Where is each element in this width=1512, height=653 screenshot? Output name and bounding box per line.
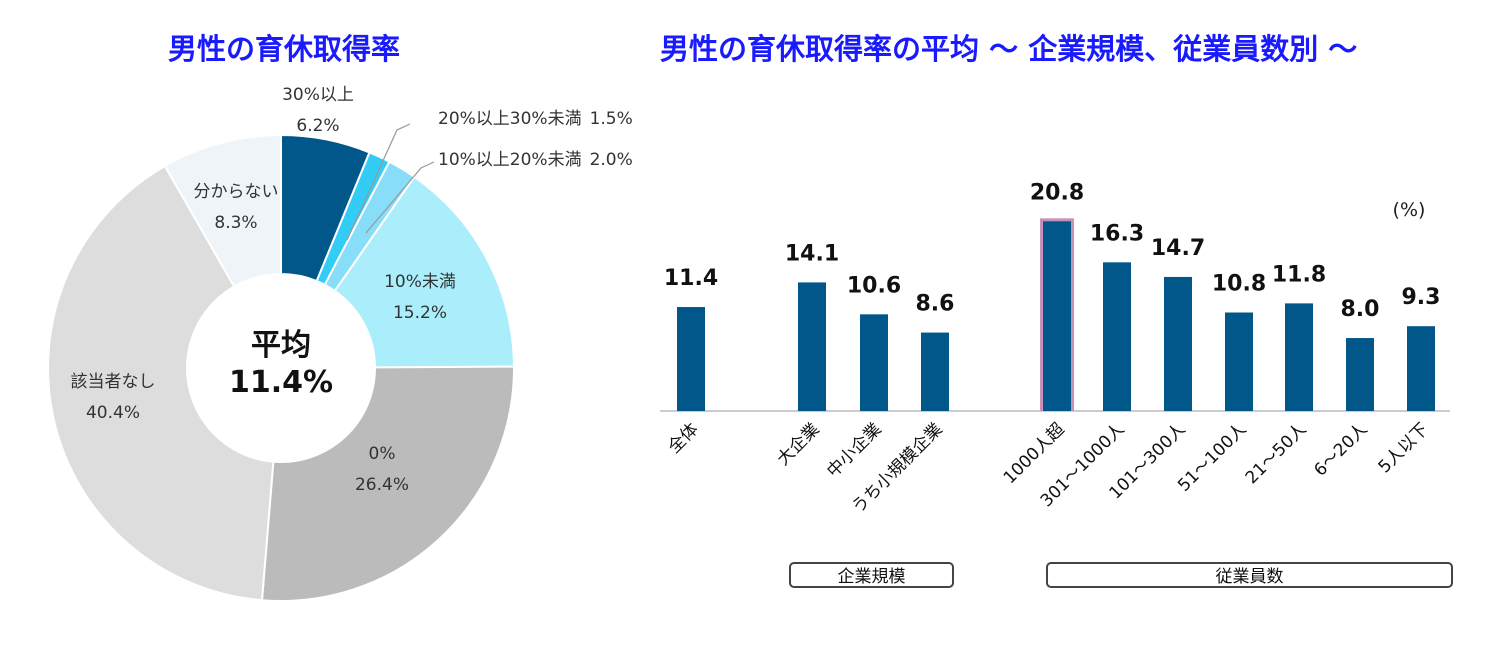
x-tick-label: 5人以下 (1375, 419, 1433, 477)
slice-value-label: 15.2% (393, 303, 447, 323)
bar-value-label: 16.3 (1090, 221, 1144, 246)
slice-name-label: 該当者なし (71, 372, 156, 392)
slice-value-label: 8.3% (214, 213, 257, 233)
callout-line (346, 123, 411, 241)
bar-value-label: 14.7 (1151, 236, 1205, 261)
x-tick-label: 6～20人 (1310, 419, 1371, 480)
unit-label: (%) (1393, 199, 1426, 221)
bar-8 (1225, 312, 1253, 411)
bar-2 (798, 282, 826, 411)
bar-chart: 11.4全体14.1大企業10.6中小企業8.6うち小規模企業20.81000人… (660, 180, 1453, 588)
callout-value: 1.5% (590, 109, 633, 129)
donut-slice-6 (47, 164, 275, 602)
slice-name-label: 0% (369, 444, 396, 464)
bar-6 (1103, 262, 1131, 411)
slice-value-label: 26.4% (355, 475, 409, 495)
bar-value-label: 20.8 (1030, 180, 1084, 205)
x-tick-label: 21～50人 (1242, 419, 1311, 488)
bar-9 (1285, 303, 1313, 411)
group-label: 従業員数 (1216, 567, 1284, 587)
group-box (1046, 562, 1453, 588)
x-tick-label: 全体 (664, 419, 702, 457)
callout-name: 10%以上20%未満 (438, 150, 582, 170)
donut-chart: 30%以上 6.2% 10%未満 15.2% 0% 26.4% 該当者なし 40.4% 分からな… (47, 85, 633, 602)
slice-callout-label: 20%以上30%未満 1.5% (438, 109, 633, 129)
bar-1 (677, 307, 705, 411)
callout-name: 20%以上30%未満 (438, 109, 582, 129)
bar-chart-title: 男性の育休取得率の平均 ～ 企業規模、従業員数別 ～ (660, 32, 1358, 66)
callout-value: 2.0% (590, 150, 633, 170)
bar-value-label: 14.1 (785, 241, 839, 266)
slice-value-label: 40.4% (86, 403, 140, 423)
bar-5 (1043, 221, 1071, 411)
slice-value-label: 6.2% (296, 116, 339, 136)
callout-line (365, 161, 435, 234)
slice-name-label: 10%未満 (384, 272, 456, 292)
x-tick-label: 大企業 (773, 419, 823, 469)
bar-value-label: 11.8 (1272, 262, 1326, 287)
bar-11 (1407, 326, 1435, 411)
bar-value-label: 10.8 (1212, 272, 1266, 297)
x-tick-label: 中小企業 (823, 419, 885, 481)
bar-3 (860, 314, 888, 411)
donut-center-label: 平均 (251, 328, 311, 363)
bar-value-label: 8.6 (916, 292, 955, 317)
group-box (789, 562, 954, 588)
bar-value-label: 10.6 (847, 273, 901, 298)
donut-slice-7 (163, 133, 282, 288)
donut-center-value: 11.4% (229, 365, 333, 400)
slice-name-label: 30%以上 (282, 85, 354, 105)
donut-slice-4 (333, 175, 516, 369)
group-label: 企業規模 (838, 567, 906, 587)
slice-callout-label: 10%以上20%未満 2.0% (438, 150, 633, 170)
bar-7 (1164, 276, 1192, 411)
donut-slice-5 (260, 365, 515, 602)
bar-value-label: 11.4 (664, 266, 718, 291)
bar-10 (1346, 338, 1374, 411)
bar-4 (921, 332, 949, 411)
bar-value-label: 9.3 (1402, 285, 1441, 310)
donut-chart-title: 男性の育休取得率 (168, 32, 401, 66)
slice-name-label: 分からない (194, 182, 279, 202)
bar-value-label: 8.0 (1341, 297, 1380, 322)
